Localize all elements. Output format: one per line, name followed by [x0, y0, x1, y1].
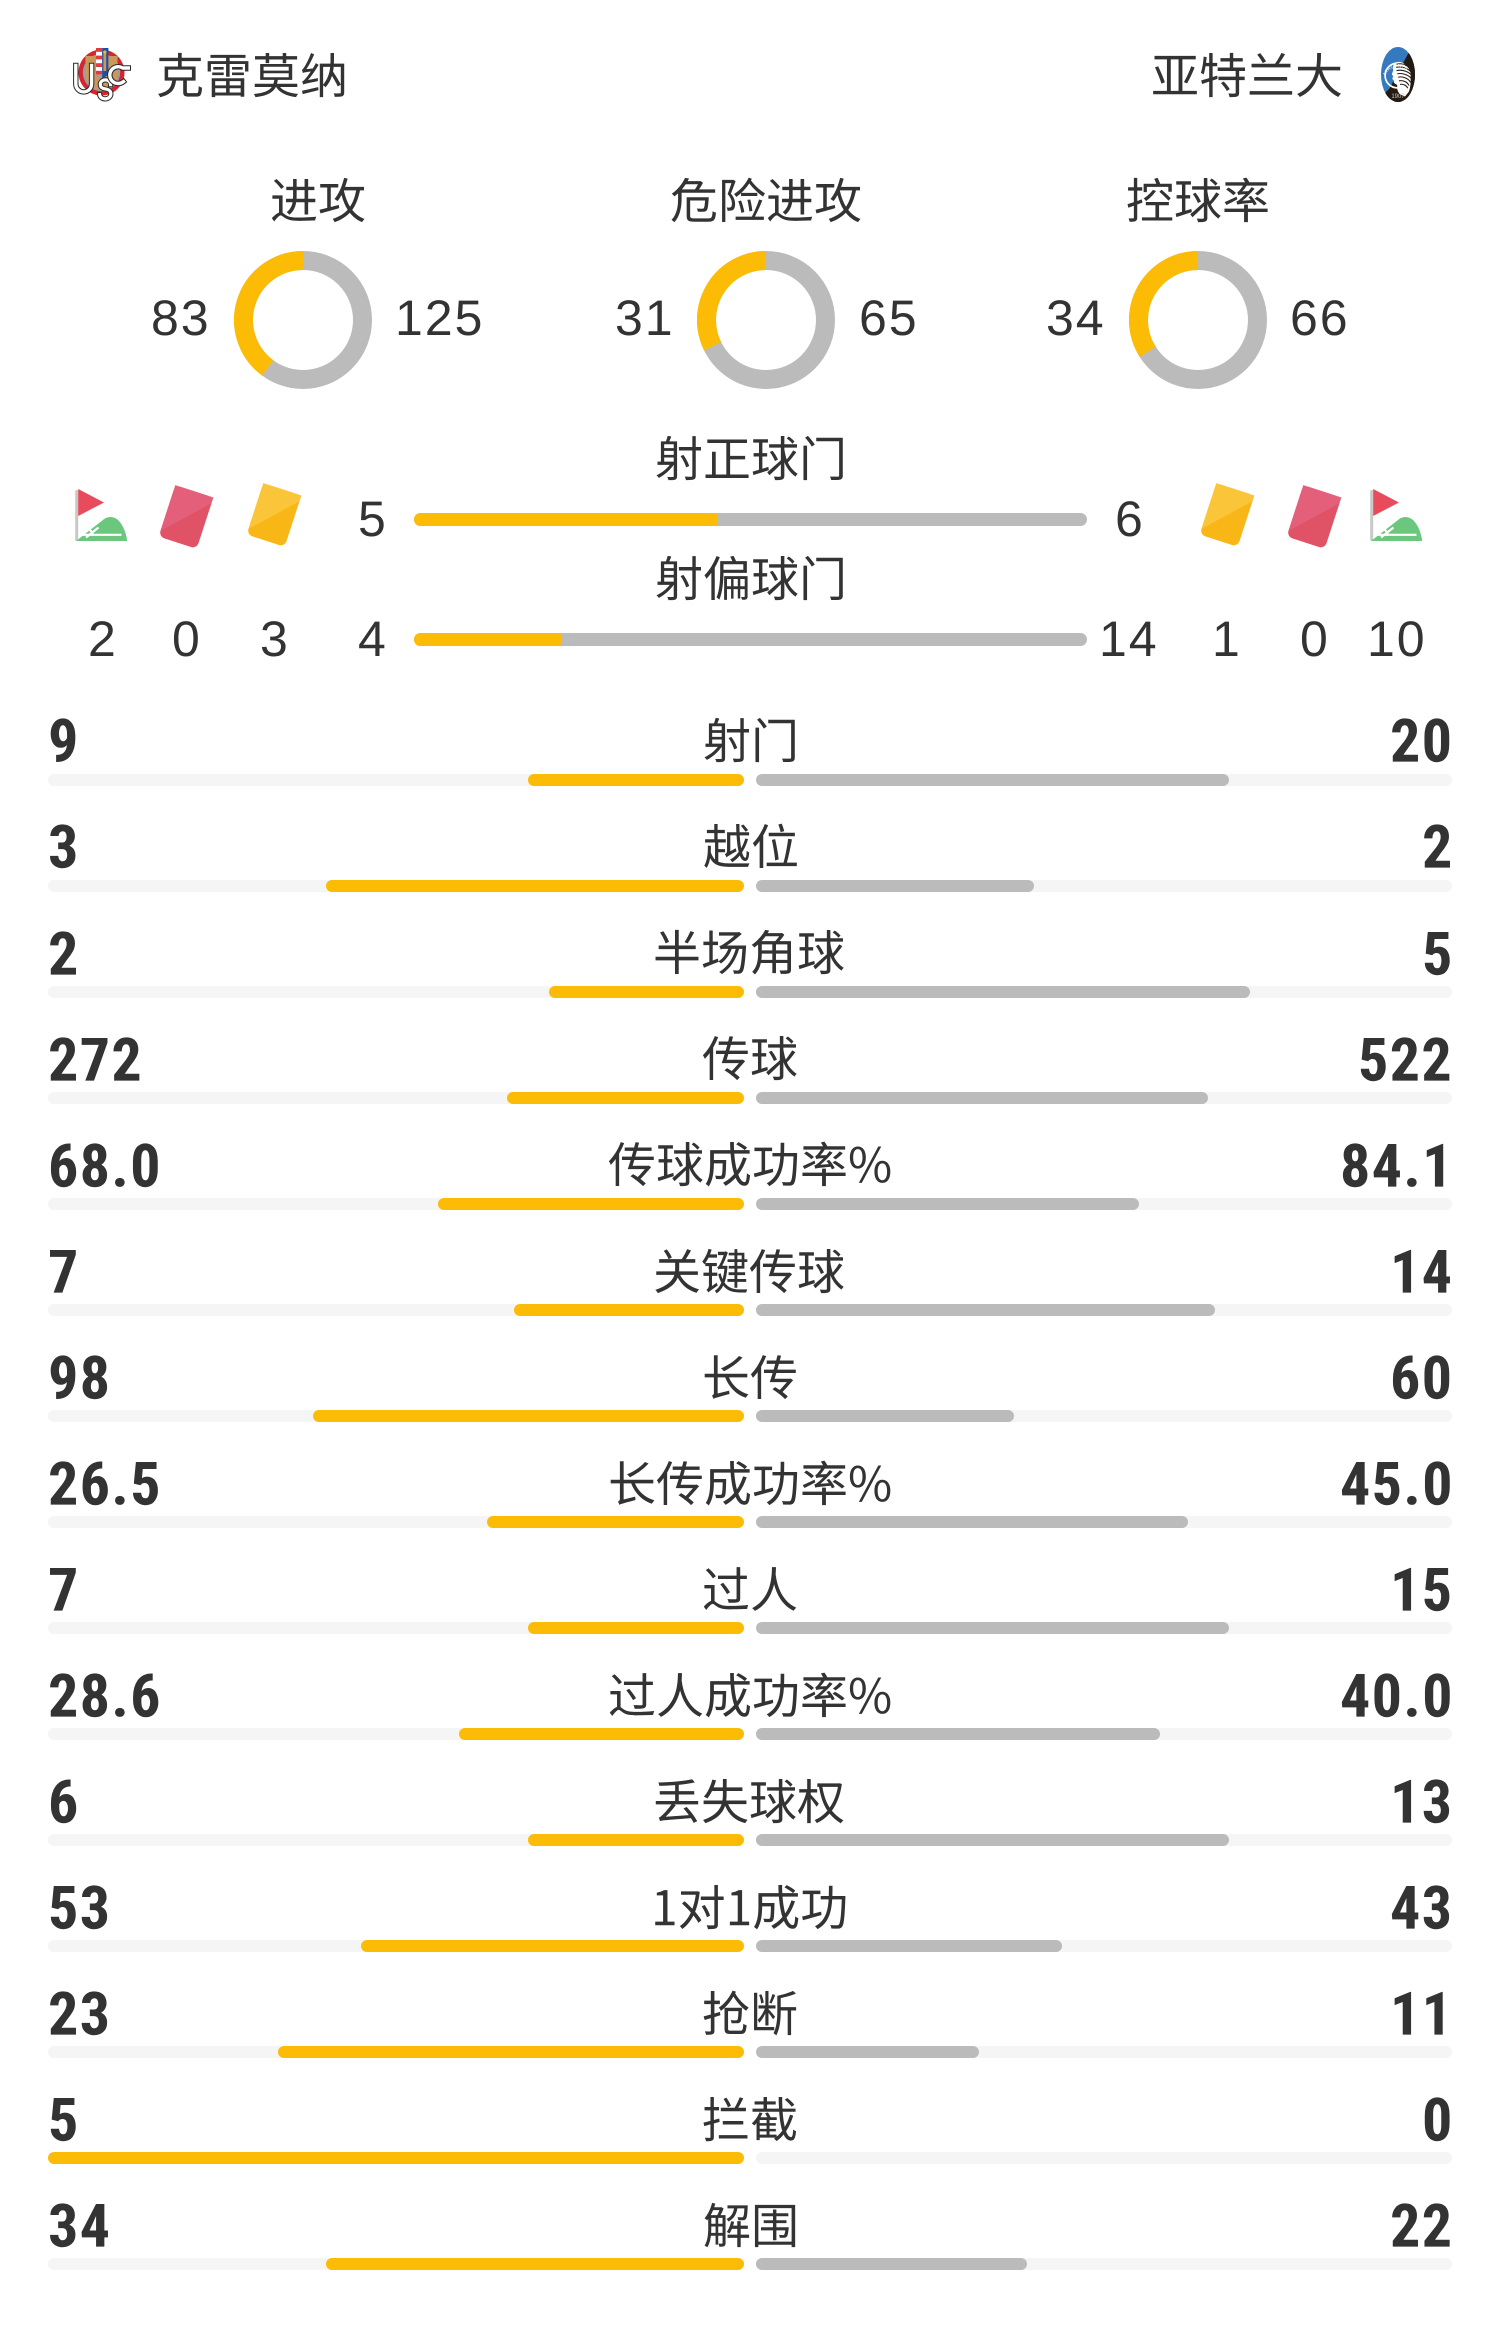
- svg-text:1907: 1907: [1391, 94, 1405, 100]
